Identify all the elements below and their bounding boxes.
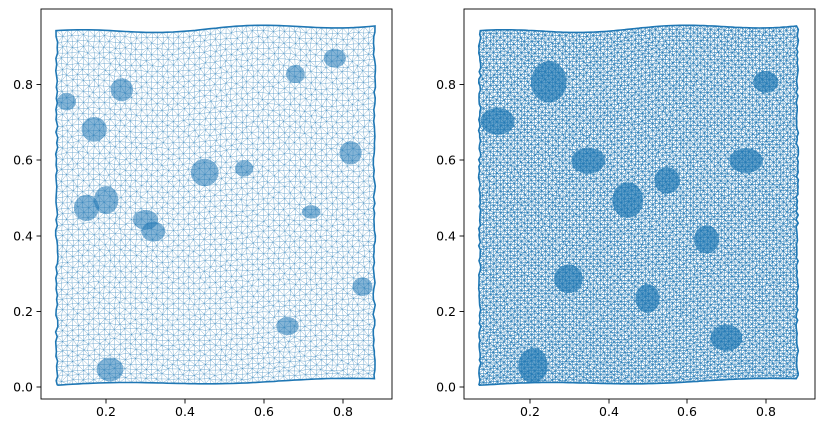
x-ticks-left: 0.2 0.4 0.6 0.8	[96, 399, 353, 419]
y-tick-left-2: 0.4	[13, 229, 41, 244]
y-tick-right-4: 0.8	[436, 77, 464, 92]
mesh-right	[477, 24, 800, 386]
dense-mesh-cluster	[710, 324, 743, 351]
x-tick-left-3: 0.8	[333, 399, 353, 419]
dense-mesh-cluster	[73, 194, 99, 221]
dense-mesh-cluster	[96, 357, 124, 382]
y-tick-label: 0.8	[436, 77, 456, 92]
x-ticks-right: 0.2 0.4 0.6 0.8	[520, 399, 776, 419]
dense-mesh-cluster	[480, 107, 515, 135]
dense-mesh-cluster	[235, 160, 254, 177]
dense-mesh-cluster	[635, 284, 660, 313]
axes-frame-left	[40, 8, 393, 400]
dense-mesh-cluster	[352, 277, 373, 297]
x-tick-label: 0.6	[254, 404, 274, 419]
axes-frame-right	[463, 8, 816, 400]
y-tick-label: 0.2	[436, 304, 456, 319]
x-tick-left-0: 0.2	[96, 399, 116, 419]
mesh-boundary	[477, 24, 800, 386]
y-tick-label: 0.6	[13, 153, 33, 168]
y-tick-right-1: 0.2	[436, 304, 464, 319]
mesh-left	[54, 24, 377, 386]
subplot-right: 0.2 0.4 0.6 0.8 0.0 0.2	[436, 8, 816, 419]
dense-mesh-cluster	[654, 167, 680, 194]
y-tick-right-2: 0.4	[436, 229, 464, 244]
y-tick-label: 0.8	[13, 77, 33, 92]
x-tick-right-0: 0.2	[520, 399, 540, 419]
x-tick-label: 0.4	[175, 404, 195, 419]
x-tick-label: 0.2	[520, 404, 540, 419]
y-tick-label: 0.2	[13, 304, 33, 319]
x-tick-left-1: 0.4	[175, 399, 195, 419]
dense-mesh-cluster	[339, 141, 362, 165]
y-tick-right-0: 0.0	[436, 380, 464, 395]
dense-mesh-cluster	[571, 147, 605, 174]
dense-mesh-cluster	[323, 48, 346, 68]
x-tick-label: 0.2	[96, 404, 116, 419]
x-tick-label: 0.8	[756, 404, 776, 419]
y-tick-label: 0.4	[13, 229, 33, 244]
y-tick-left-0: 0.0	[13, 380, 41, 395]
dense-mesh-cluster	[612, 182, 644, 218]
x-tick-left-2: 0.6	[254, 399, 274, 419]
subplot-left: 0.2 0.4 0.6 0.8 0.0 0.2	[13, 8, 393, 419]
y-tick-left-1: 0.2	[13, 304, 41, 319]
dense-mesh-cluster	[286, 65, 305, 83]
x-tick-label: 0.6	[677, 404, 697, 419]
y-tick-left-4: 0.8	[13, 77, 41, 92]
y-tick-label: 0.6	[436, 153, 456, 168]
dense-mesh-cluster	[531, 61, 567, 103]
y-tick-left-3: 0.6	[13, 153, 41, 168]
y-ticks-right: 0.0 0.2 0.4 0.6 0.8	[436, 77, 464, 395]
y-ticks-left: 0.0 0.2 0.4 0.6 0.8	[13, 77, 41, 395]
x-tick-label: 0.4	[599, 404, 619, 419]
dense-mesh-cluster	[753, 71, 779, 93]
dense-mesh-cluster	[301, 205, 321, 219]
y-tick-label: 0.0	[436, 380, 456, 395]
x-tick-label: 0.8	[333, 404, 353, 419]
y-tick-label: 0.0	[13, 380, 33, 395]
dense-mesh-cluster	[729, 148, 763, 173]
x-tick-right-3: 0.8	[756, 399, 776, 419]
dense-mesh-cluster	[141, 221, 166, 242]
y-tick-label: 0.4	[436, 229, 456, 244]
dense-mesh-cluster	[93, 186, 119, 215]
dense-mesh-cluster	[694, 225, 719, 254]
dense-mesh-cluster	[518, 348, 548, 383]
dense-mesh-cluster	[554, 264, 583, 294]
y-tick-right-3: 0.6	[436, 153, 464, 168]
dense-mesh-cluster	[57, 92, 76, 111]
mesh-boundary	[54, 24, 377, 386]
dense-mesh-cluster	[190, 158, 219, 187]
dense-mesh-cluster	[276, 317, 299, 336]
x-tick-right-2: 0.6	[677, 399, 697, 419]
dense-mesh-cluster	[110, 78, 133, 102]
x-tick-right-1: 0.4	[599, 399, 619, 419]
dense-mesh-cluster	[81, 117, 107, 142]
